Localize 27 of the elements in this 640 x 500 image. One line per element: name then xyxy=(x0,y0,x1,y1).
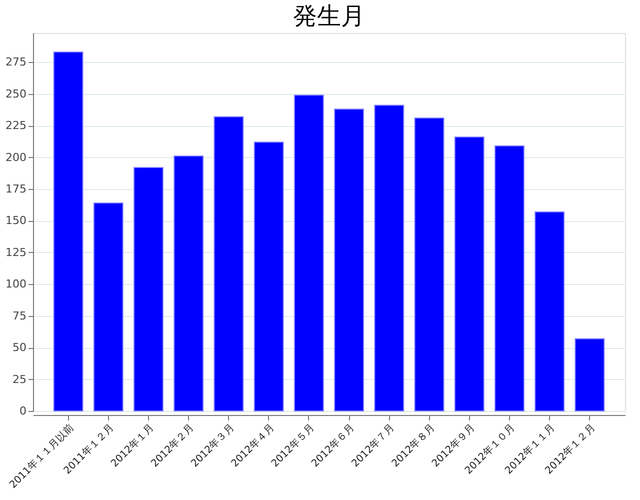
y-tick-label: 225 xyxy=(6,119,26,132)
bar xyxy=(294,94,324,412)
bar xyxy=(214,116,244,412)
y-tick-label: 150 xyxy=(6,214,26,228)
y-tick-label: 25 xyxy=(12,372,26,386)
bar xyxy=(374,104,404,412)
y-tick-label: 250 xyxy=(6,87,26,100)
bar xyxy=(334,108,364,412)
bar xyxy=(174,156,204,412)
bar xyxy=(134,166,164,412)
y-tick-label: 200 xyxy=(6,150,26,164)
y-tick-label: 125 xyxy=(6,246,26,259)
bar xyxy=(574,338,605,412)
y-tick-label: 175 xyxy=(6,182,26,196)
bar xyxy=(534,211,565,412)
bar xyxy=(494,145,524,412)
bar xyxy=(93,202,124,412)
bar xyxy=(414,117,444,412)
y-tick-label: 100 xyxy=(6,278,26,291)
y-tick-label: 75 xyxy=(12,309,26,322)
bar xyxy=(254,142,284,412)
y-tick-label: 50 xyxy=(12,341,26,354)
y-tick-label: 275 xyxy=(6,56,26,69)
y-tick-label: 0 xyxy=(20,404,26,418)
chart-title: 発生月 xyxy=(293,2,365,30)
bar xyxy=(53,52,84,412)
bar xyxy=(454,136,484,412)
